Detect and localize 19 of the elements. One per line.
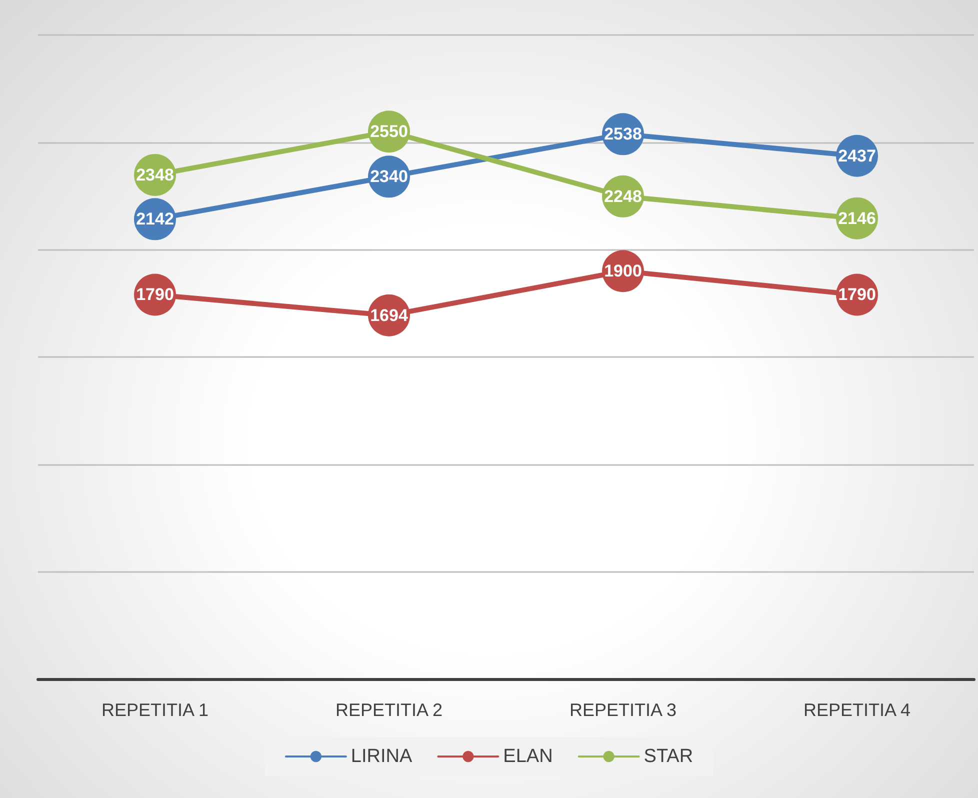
data-label: 2437 (838, 146, 876, 166)
data-label: 2248 (604, 186, 642, 206)
x-tick-label: REPETITIA 3 (569, 700, 677, 720)
data-label: 1790 (136, 285, 174, 304)
x-tick-label: REPETITIA 2 (335, 700, 443, 720)
legend-label: STAR (644, 746, 694, 767)
data-label: 1790 (838, 285, 876, 304)
data-label: 2340 (370, 167, 408, 186)
data-label: 2550 (370, 122, 408, 142)
legend-label: ELAN (503, 746, 553, 767)
x-tick-label: REPETITIA 1 (101, 700, 209, 720)
data-label: 1900 (604, 262, 642, 281)
legend-label: LIRINA (350, 746, 412, 767)
x-tick-label: REPETITIA 4 (803, 700, 911, 720)
data-label: 2142 (136, 210, 174, 229)
data-label: 2146 (838, 208, 876, 228)
data-label: 1694 (370, 306, 408, 325)
data-label: 2348 (136, 165, 174, 184)
data-label: 2538 (604, 124, 642, 144)
